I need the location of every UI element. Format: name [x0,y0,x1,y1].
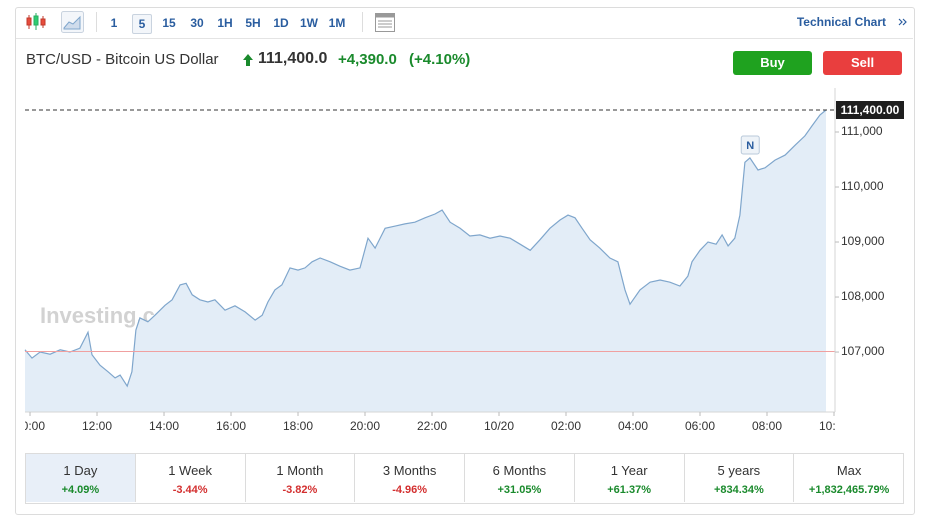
y-tick-label: 110,000 [841,179,884,193]
period-cell[interactable]: 3 Months -4.96% [355,454,465,502]
period-cell[interactable]: 1 Month -3.82% [246,454,356,502]
interval-button[interactable]: 1W [300,16,318,30]
period-cell[interactable]: 6 Months +31.05% [465,454,575,502]
symbol-name: BTC/USD - Bitcoin US Dollar [26,51,219,68]
period-name: 1 Day [63,463,98,478]
last-price-label: 111,400.00 [841,103,900,117]
period-change: -3.44% [172,484,208,496]
y-tick-label: 109,000 [841,234,885,248]
interval-button[interactable]: 1 [110,16,118,30]
period-cell[interactable]: 1 Day +4.09% [26,454,136,502]
toolbar-divider [16,38,913,39]
area-chart-icon[interactable] [61,11,84,33]
last-price: 111,400.0 [258,50,328,67]
news-marker-label: N [746,140,754,152]
y-tick-label: 107,000 [841,344,885,358]
technical-chart-link[interactable]: Technical Chart [796,15,886,29]
price-change-percent: (+4.10%) [409,51,471,68]
candlestick-icon[interactable] [26,12,46,32]
x-tick-label: 10:00 [819,419,849,433]
price-chart: Investing.com107,000108,000109,000110,00… [15,88,904,433]
x-tick-label: 02:00 [551,419,581,433]
table-icon[interactable] [375,13,395,32]
price-line [24,109,827,388]
interval-button[interactable]: 5H [245,16,261,30]
separator [96,12,97,32]
price-change: +4,390.0 [338,51,397,68]
period-cell[interactable]: Max +1,832,465.79% [794,454,904,502]
interval-button[interactable]: 1H [217,16,233,30]
interval-button[interactable]: 15 [162,16,176,30]
last-price-box [836,101,904,120]
period-change: -3.82% [282,484,318,496]
separator [362,12,363,32]
x-tick-label: 16:00 [216,419,246,433]
news-marker [740,135,760,155]
interval-button[interactable]: 1M [328,16,346,30]
performance-table [25,453,904,504]
period-name: Max [836,463,862,478]
period-name: 1 Week [168,463,213,478]
interval-button[interactable]: 30 [190,16,204,30]
chevron-icon [898,18,907,26]
interval-button[interactable]: 5 [132,14,152,34]
interval-button[interactable]: 1D [273,16,289,30]
period-change: +31.05% [497,484,542,496]
buy-button[interactable]: Buy [733,51,812,75]
x-tick-label: 04:00 [618,419,648,433]
widget-frame [15,7,915,515]
up-arrow [243,54,253,66]
x-tick-label: 10:00 [15,419,45,433]
x-tick-label: 08:00 [752,419,782,433]
x-tick-label: 14:00 [149,419,179,433]
x-tick-label: 18:00 [283,419,313,433]
x-tick-label: 20:00 [350,419,380,433]
x-tick-label: 12:00 [82,419,112,433]
period-cell[interactable]: 1 Week -3.44% [136,454,246,502]
period-change: -4.96% [392,484,428,496]
period-cell[interactable]: 5 years +834.34% [685,454,795,502]
period-name: 6 Months [492,463,547,478]
period-change: +61.37% [607,484,651,496]
y-tick-label: 111,000 [841,124,883,138]
area [25,110,826,412]
x-tick-label: 22:00 [417,419,447,433]
period-change: +834.34% [713,484,764,496]
period-name: 5 years [717,463,761,478]
x-tick-group: 10:00 12:00 14:00 16:00 18:00 20:00 22:00 10/20… [15,412,849,433]
x-tick-label: 06:00 [685,419,715,433]
period-cell[interactable]: 1 Year +61.37% [575,454,685,502]
x-tick-label: 10/20 [484,419,514,433]
period-change: +4.09% [61,484,100,496]
period-name: 3 Months [382,463,437,478]
period-name: 1 Month [276,463,324,478]
period-change: +1,832,465.79% [808,484,890,496]
y-tick-label: 108,000 [841,289,885,303]
period-name: 1 Year [610,463,648,478]
sell-button[interactable]: Sell [823,51,902,75]
